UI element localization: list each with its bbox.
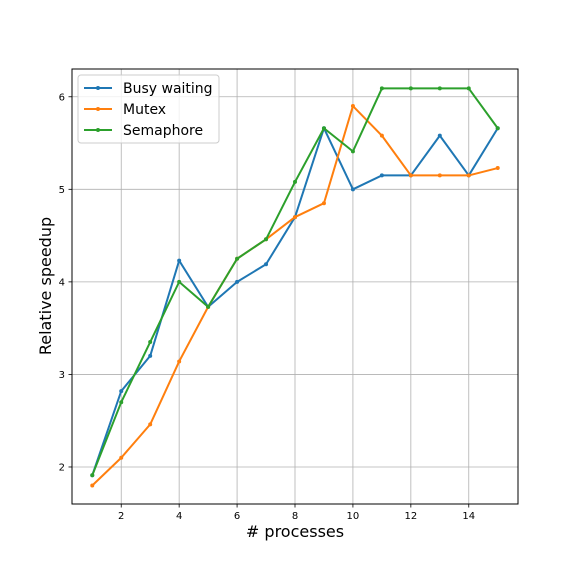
data-point-mutex [408, 173, 413, 178]
data-point-semaphore [119, 400, 124, 405]
data-point-semaphore [206, 304, 211, 309]
data-point-busy-waiting [177, 258, 182, 263]
series-group [90, 86, 500, 488]
data-point-semaphore [379, 86, 384, 91]
legend-marker-mutex [96, 107, 100, 111]
data-point-mutex [321, 201, 326, 206]
data-point-semaphore [264, 237, 269, 242]
x-tick-label: 12 [404, 511, 417, 522]
data-point-semaphore [293, 179, 297, 184]
data-point-mutex [350, 104, 355, 109]
data-point-mutex [90, 483, 95, 488]
data-point-semaphore [408, 86, 413, 91]
data-point-mutex [495, 166, 500, 171]
data-point-mutex [379, 133, 384, 138]
legend: Busy waiting Mutex Semaphore [77, 74, 220, 144]
x-tick-label: 8 [292, 511, 298, 522]
data-point-mutex [177, 359, 182, 364]
legend-label-semaphore: Semaphore [123, 123, 203, 139]
data-point-semaphore [495, 126, 500, 131]
data-point-semaphore [177, 279, 182, 284]
y-tick-label: 6 [59, 92, 65, 103]
legend-label-busy-waiting: Busy waiting [123, 81, 213, 97]
data-point-mutex [119, 455, 124, 460]
x-tick-label: 4 [176, 511, 182, 522]
y-tick-label: 3 [59, 370, 65, 381]
data-point-busy-waiting [235, 279, 240, 284]
y-tick-label: 4 [59, 277, 65, 288]
x-tick-label: 2 [118, 511, 124, 522]
x-axis-label: # processes [246, 522, 344, 541]
data-point-semaphore [235, 256, 240, 261]
data-point-semaphore [321, 126, 326, 131]
data-point-mutex [466, 173, 471, 178]
data-point-busy-waiting [148, 353, 153, 358]
x-tick-label: 10 [347, 511, 360, 522]
y-tick-label: 5 [59, 185, 65, 196]
axis-ticks: 2 4 6 8 10 12 14 2 3 4 5 6 [59, 92, 476, 522]
y-tick-label: 2 [59, 462, 65, 473]
data-point-busy-waiting [437, 133, 442, 138]
legend-marker-semaphore [96, 128, 100, 132]
data-point-busy-waiting [379, 173, 384, 178]
data-point-busy-waiting [264, 262, 269, 267]
x-tick-label: 14 [462, 511, 475, 522]
data-point-semaphore [90, 473, 95, 478]
data-point-mutex [437, 173, 442, 178]
grid-lines [72, 69, 518, 504]
data-point-mutex [293, 215, 297, 220]
legend-label-mutex: Mutex [123, 102, 166, 118]
legend-box [77, 74, 220, 144]
legend-marker-busy-waiting [96, 86, 100, 90]
x-tick-label: 6 [234, 511, 240, 522]
data-point-semaphore [148, 340, 153, 345]
data-point-semaphore [466, 86, 471, 91]
data-point-mutex [148, 422, 153, 427]
data-point-semaphore [437, 86, 442, 91]
y-axis-label: Relative speedup [36, 217, 55, 355]
data-point-busy-waiting [350, 187, 355, 192]
data-point-semaphore [350, 149, 355, 154]
data-point-busy-waiting [119, 389, 124, 394]
